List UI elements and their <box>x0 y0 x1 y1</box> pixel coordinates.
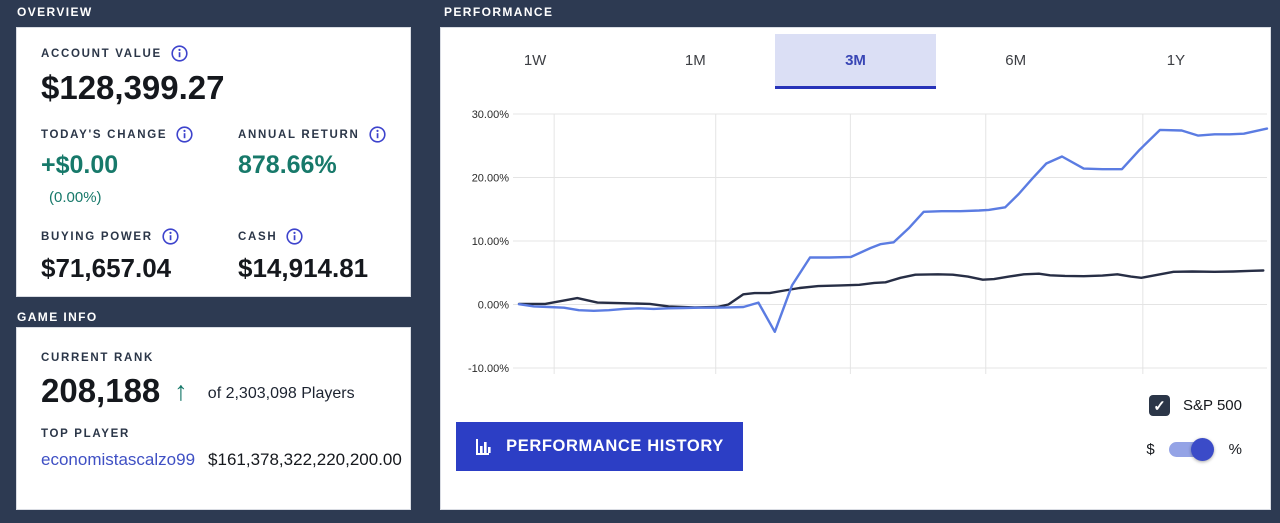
checkmark-icon: ✓ <box>1153 397 1166 415</box>
performance-history-button-label: PERFORMANCE HISTORY <box>506 437 724 455</box>
account-value: $128,399.27 <box>41 69 225 106</box>
info-icon[interactable] <box>162 228 179 245</box>
info-icon[interactable] <box>286 228 303 245</box>
tab-1m[interactable]: 1M <box>684 51 706 69</box>
top-player-value: $161,378,322,220,200.00 <box>208 450 402 469</box>
info-icon[interactable] <box>171 45 188 62</box>
performance-card: 1W 1M 3M 6M 1Y 30.00% 20.00% 10.00% 0.00% -1… <box>440 27 1271 510</box>
annual-return-label: ANNUAL RETURN <box>238 128 360 141</box>
svg-text:20.00%: 20.00% <box>472 173 510 185</box>
annual-return-value: 878.66% <box>238 151 337 179</box>
current-rank-row: 208,188 ↑ of 2,303,098 Players <box>41 372 355 410</box>
dollar-label: $ <box>1146 440 1155 458</box>
tab-1y[interactable]: 1Y <box>1166 51 1186 69</box>
game-info-card: CURRENT RANK 208,188 ↑ of 2,303,098 Play… <box>16 327 411 510</box>
sp500-checkbox[interactable]: ✓ <box>1149 395 1171 416</box>
total-players-text: of 2,303,098 Players <box>207 385 355 402</box>
cash-value: $14,914.81 <box>238 253 369 283</box>
bar-chart-icon <box>476 438 491 455</box>
overview-section-title: OVERVIEW <box>17 5 93 19</box>
svg-text:-10.00%: -10.00% <box>468 363 509 375</box>
todays-change-value: +$0.00 <box>41 151 119 179</box>
buying-power-label: BUYING POWER <box>41 230 153 243</box>
rank-up-arrow-icon: ↑ <box>174 375 188 406</box>
percent-label: % <box>1228 440 1242 458</box>
info-icon[interactable] <box>176 126 193 143</box>
current-rank-value: 208,188 <box>41 372 161 409</box>
tab-6m[interactable]: 6M <box>1005 51 1027 69</box>
overview-card: ACCOUNT VALUE $128,399.27 TODAY'S CHANGE… <box>16 27 411 297</box>
svg-text:30.00%: 30.00% <box>472 109 510 121</box>
current-rank-label: CURRENT RANK <box>41 352 155 364</box>
account-value-label-row: ACCOUNT VALUE <box>41 45 225 62</box>
unit-toggle-switch[interactable] <box>1168 437 1214 461</box>
time-range-tabs: 1W 1M 3M 6M 1Y <box>455 34 1256 89</box>
game-info-section-title: GAME INFO <box>17 310 98 324</box>
top-player-label: TOP PLAYER <box>41 428 131 440</box>
svg-text:10.00%: 10.00% <box>472 236 510 248</box>
svg-text:0.00%: 0.00% <box>478 300 509 312</box>
unit-toggle-row: $ % <box>1146 433 1242 465</box>
sp500-legend-row: ✓ S&P 500 <box>1149 395 1242 416</box>
tab-3m[interactable]: 3M <box>775 34 936 89</box>
tab-1w[interactable]: 1W <box>523 51 547 69</box>
toggle-knob <box>1190 437 1214 461</box>
top-player-row: economistascalzo99 $161,378,322,220,200.… <box>41 450 402 470</box>
cash-label: CASH <box>238 230 278 243</box>
performance-history-button[interactable]: PERFORMANCE HISTORY <box>456 422 743 471</box>
buying-power-value: $71,657.04 <box>41 253 172 283</box>
todays-change-label: TODAY'S CHANGE <box>41 128 168 141</box>
performance-section-title: PERFORMANCE <box>444 5 554 19</box>
account-value-label: ACCOUNT VALUE <box>41 47 162 60</box>
sp500-label: S&P 500 <box>1183 397 1242 414</box>
top-player-link[interactable]: economistascalzo99 <box>41 450 196 469</box>
performance-chart: 30.00% 20.00% 10.00% 0.00% -10.00% <box>441 101 1272 401</box>
info-icon[interactable] <box>368 126 386 143</box>
todays-change-percent: (0.00%) <box>49 189 102 206</box>
